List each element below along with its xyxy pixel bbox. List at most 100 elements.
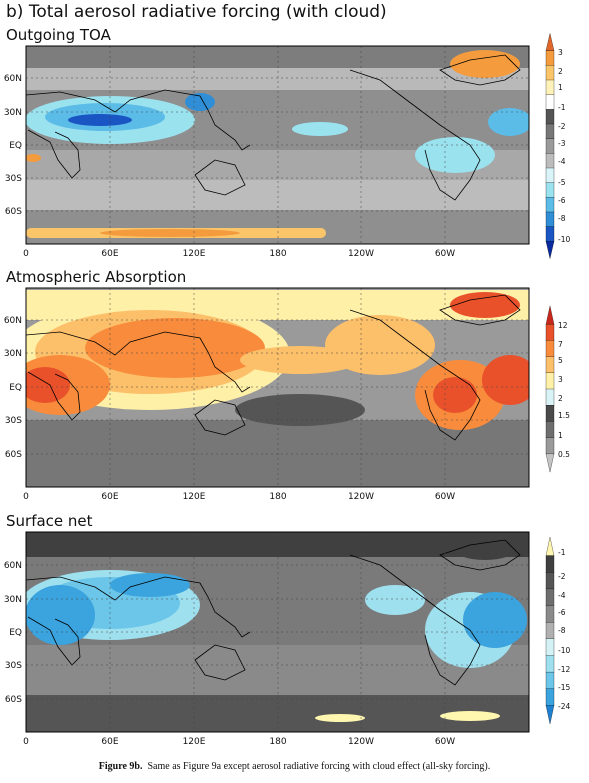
colorbar-segment	[545, 421, 555, 439]
caption-label: Figure 9b.	[98, 761, 143, 772]
colorbar-segment	[545, 453, 555, 473]
lon-label: 120E	[183, 737, 206, 747]
colorbar-segment	[545, 671, 555, 690]
colorbar-segment	[545, 305, 555, 325]
colorbar-label: -2	[558, 122, 566, 131]
toa-africa-warming	[26, 154, 41, 162]
lon-label: 0	[23, 492, 29, 502]
sfc-grid	[26, 532, 529, 732]
lat-label: 60S	[5, 695, 22, 705]
lon-label: 180	[269, 492, 286, 502]
colorbar-surface-net	[545, 536, 555, 725]
toa-nh-mid-field	[26, 68, 529, 90]
lat-label: 30N	[4, 595, 22, 605]
panel-title-outgoing-toa: Outgoing TOA	[6, 26, 111, 44]
colorbar-label: 2	[558, 394, 563, 403]
colorbar-segment	[545, 588, 555, 606]
colorbar-label: 3	[558, 48, 563, 57]
figure-canvas: 60N 30N EQ 30S 60S 60N 30N EQ 30S 60S 60…	[4, 33, 570, 747]
colorbar-segment	[545, 241, 555, 259]
abs-southern-field	[26, 420, 529, 487]
colorbar-label: -6	[558, 608, 566, 617]
lon-label: 120W	[348, 249, 374, 259]
colorbar-segment	[545, 33, 555, 51]
colorbar-label: -3	[558, 139, 566, 148]
colorbar-label: 12	[558, 321, 568, 330]
sfc-antarctic-positive	[440, 711, 500, 721]
lat-label: 60N	[4, 561, 22, 571]
sfc-arctic-field	[26, 532, 529, 557]
toa-india-strong-cooling	[68, 114, 132, 126]
colorbar-segment	[545, 372, 555, 390]
lat-label: 60N	[4, 316, 22, 326]
lon-labels-outgoing-toa: 0 60E 120E 180 120W 60W	[23, 249, 455, 259]
colorbar-segment	[545, 605, 555, 623]
toa-china-cooling	[185, 93, 215, 111]
caption-text: Same as Figure 9a except aerosol radiati…	[147, 761, 491, 772]
colorbar-segment	[545, 536, 555, 556]
map-panel-atmospheric-absorption	[26, 288, 529, 487]
lon-label: 180	[269, 737, 286, 747]
sfc-asia-strong	[110, 573, 190, 597]
colorbar-segment	[545, 167, 555, 184]
colorbar-label: -8	[558, 214, 566, 223]
abs-amazon-core	[433, 377, 477, 413]
colorbar-label: 1.5	[558, 411, 570, 420]
lon-label: 60W	[435, 249, 455, 259]
lon-label: 180	[269, 249, 286, 259]
lon-label: 60E	[101, 249, 118, 259]
toa-coastlines	[26, 54, 521, 201]
colorbar-label: -1	[558, 103, 566, 112]
toa-atlantic-cooling	[488, 108, 529, 136]
lon-label: 60E	[101, 737, 118, 747]
colorbar-segment	[545, 572, 555, 590]
colorbar-segment	[545, 638, 555, 656]
abs-atlantic-core	[482, 355, 529, 405]
sfc-n-america-region	[365, 585, 425, 615]
abs-africa-core	[26, 367, 70, 403]
lon-labels-surface-net: 0 60E 120E 180 120W 60W	[23, 737, 455, 747]
colorbar-label: -10	[558, 646, 570, 655]
abs-frame	[25, 287, 530, 488]
figure-title: b) Total aerosol radiative forcing (with…	[6, 2, 387, 22]
colorbar-labels-surface-net: -1 -2 -4 -6 -8 -10 -12 -15 -24	[558, 548, 570, 711]
colorbar-label: -24	[558, 702, 570, 711]
colorbar-segment	[545, 655, 555, 673]
toa-sh-high-field	[26, 180, 529, 210]
colorbar-segment	[545, 405, 555, 422]
colorbar-segment	[545, 65, 555, 81]
colorbar-label: -5	[558, 178, 566, 187]
colorbar-segment	[545, 79, 555, 96]
toa-arctic-field	[26, 46, 529, 68]
sfc-frame	[25, 531, 530, 733]
colorbar-label: -10	[558, 235, 570, 244]
colorbar-segment	[545, 182, 555, 198]
toa-s-america-cooling	[415, 137, 495, 173]
colorbar-label: 7	[558, 340, 563, 349]
lat-label: 30S	[5, 174, 22, 184]
lat-label: 60S	[5, 207, 22, 217]
sfc-africa-strong	[26, 585, 95, 645]
lat-label: 60S	[5, 450, 22, 460]
colorbar-segment	[545, 226, 555, 242]
lon-label: 0	[23, 737, 29, 747]
lat-label: 30N	[4, 108, 22, 118]
colorbar-label: -2	[558, 572, 566, 581]
lat-labels-outgoing-toa: 60N 30N EQ 30S 60S	[4, 74, 22, 217]
colorbar-segment	[545, 705, 555, 725]
sfc-atlantic-strong	[463, 592, 527, 648]
panel-title-atmospheric-absorption: Atmospheric Absorption	[6, 268, 187, 286]
colorbar-label: -1	[558, 548, 566, 557]
colorbar-segment	[545, 555, 555, 573]
lon-label: 60W	[435, 492, 455, 502]
colorbar-segment	[545, 197, 555, 213]
lat-label: EQ	[9, 383, 22, 393]
lat-label: 60N	[4, 74, 22, 84]
colorbar-segment	[545, 123, 555, 140]
colorbar-label: -15	[558, 683, 570, 692]
colorbar-label: -8	[558, 626, 566, 635]
lon-label: 60W	[435, 737, 455, 747]
colorbar-labels-outgoing-toa: 3 2 1 -1 -2 -3 -4 -5 -6 -8 -10	[558, 48, 570, 244]
toa-grid	[26, 46, 529, 244]
lat-label: EQ	[9, 141, 22, 151]
